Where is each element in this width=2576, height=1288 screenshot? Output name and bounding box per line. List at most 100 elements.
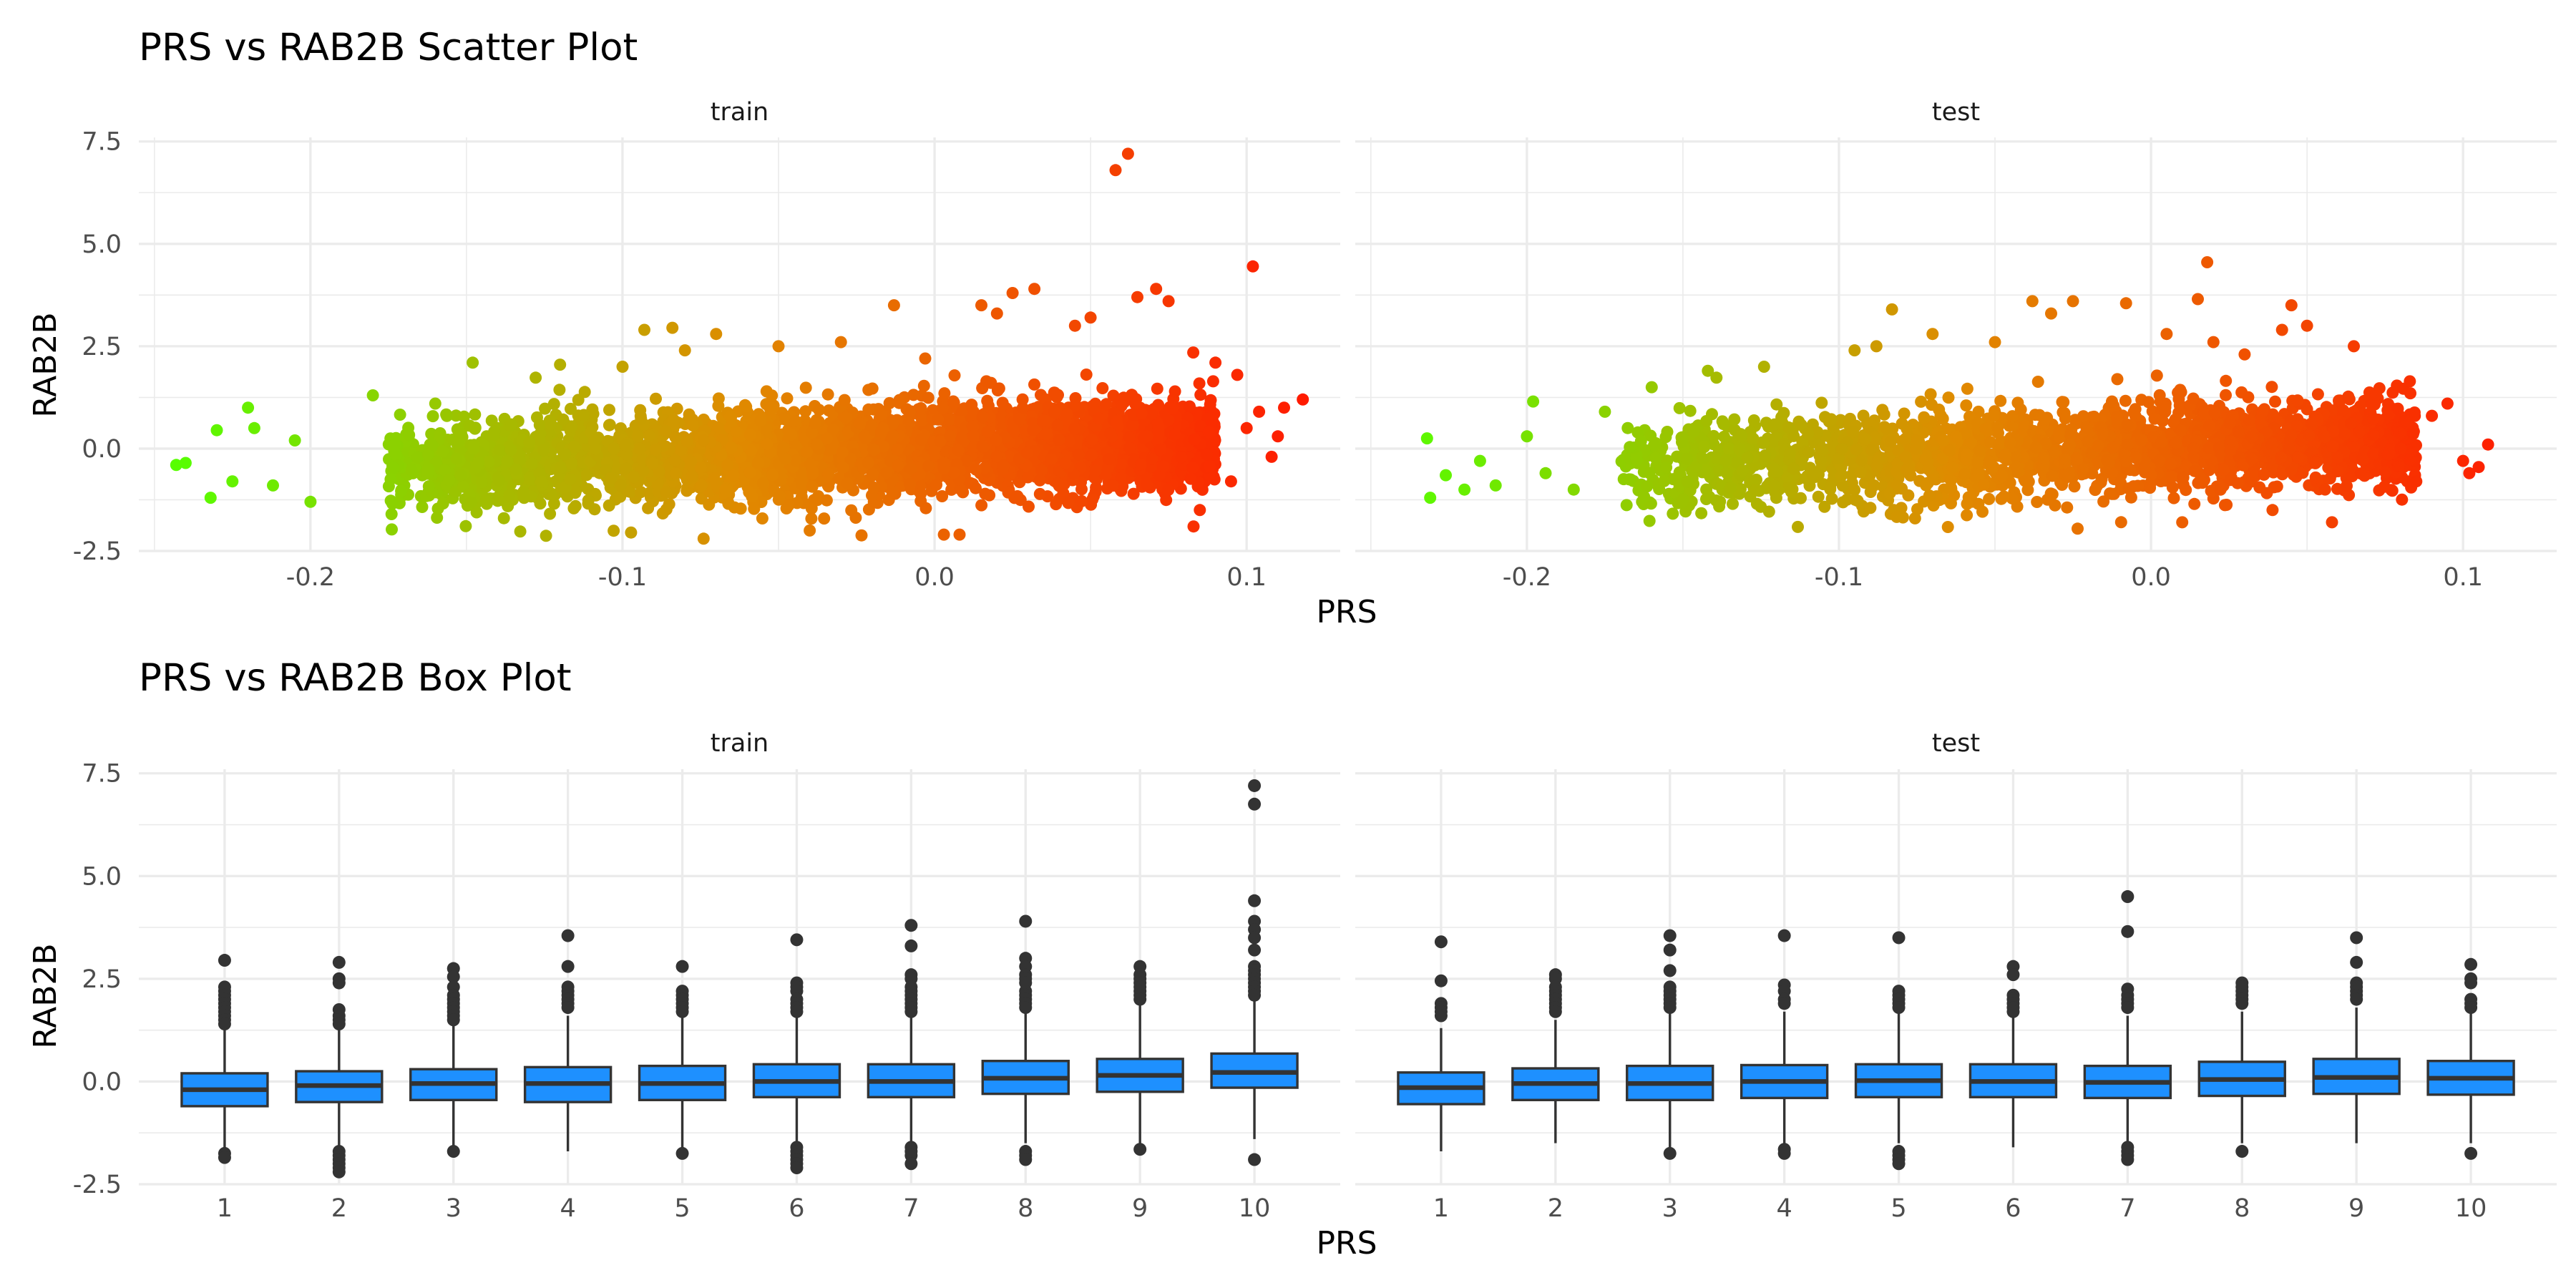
scatter-point [2150,369,2163,382]
scatter-point [1209,356,1222,369]
scatter-point [796,469,809,481]
scatter-point [772,340,785,353]
scatter-point [904,478,917,490]
scatter-point [785,429,798,441]
scatter-point [1154,444,1166,457]
scatter-point [1815,396,1828,409]
scatter-point [1104,427,1116,440]
scatter-point [386,523,398,536]
scatter-point [1103,453,1116,466]
scatter-point [789,414,802,427]
scatter-title: PRS vs RAB2B Scatter Plot [139,26,638,69]
scatter-point [855,529,868,542]
scatter-point [914,402,927,414]
scatter-point [559,448,572,461]
scatter-point [1150,283,1163,296]
scatter-point [544,507,557,520]
scatter-point [922,391,935,404]
scatter-point [712,392,725,405]
scatter-point [1075,494,1088,507]
scatter-point [1057,487,1070,499]
scatter-point [2220,374,2233,387]
scatter-point [697,434,710,447]
scatter-point [970,463,982,476]
scatter-point [981,394,994,407]
scatter-point [748,502,761,515]
scatter-point [743,466,756,479]
scatter-point [774,489,786,502]
scatter-point [539,402,552,415]
scatter-point [1272,430,1284,443]
scatter-point [385,508,398,520]
scatter-point [686,470,698,483]
scatter-point [1045,453,1058,465]
scatter-point [867,481,880,494]
scatter-point [1700,483,1713,496]
scatter-point [1020,447,1033,459]
scatter-point [887,429,899,442]
scatter-point [431,512,444,524]
scatter-point [708,472,721,485]
scatter-point [1169,428,1181,441]
scatter-point [557,413,570,426]
scatter-point [455,427,467,440]
scatter-point [806,467,819,480]
scatter-point [1080,369,1093,381]
scatter-point [782,499,795,512]
scatter-point [801,446,814,459]
scatter-point [2242,391,2255,404]
scatter-point [919,502,932,514]
scatter-point [467,356,479,369]
scatter-point [719,483,732,496]
scatter-point [1127,487,1140,500]
scatter-point [669,431,682,444]
scatter-point [1184,472,1197,485]
scatter-point [643,429,655,442]
scatter-point [522,473,535,486]
scatter-point [1085,449,1098,462]
scatter-point [608,442,620,455]
scatter-point [1084,311,1097,324]
scatter-point [722,497,735,510]
scatter-point [1016,401,1029,414]
scatter-point [862,457,874,469]
scatter-x-axis-label: PRS [1316,594,1377,630]
scatter-point [568,441,580,453]
scatter-point [947,396,960,409]
scatter-point [504,444,517,457]
scatter-point [1145,408,1158,421]
scatter-point [952,444,965,457]
scatter-point [1908,512,1921,525]
scatter-point [565,420,578,433]
scatter-point [967,441,980,453]
scatter-point [724,410,737,423]
scatter-point [936,490,949,502]
scatter-point [1162,295,1175,308]
scatter-point [2166,481,2179,494]
scatter-point [1278,401,1290,414]
scatter-point [1126,419,1138,431]
scatter-point [625,526,638,539]
scatter-point [649,443,662,456]
scatter-point [1048,406,1061,419]
scatter-point [944,429,957,442]
scatter-point [975,299,987,312]
scatter-point [865,419,877,432]
scatter-point [756,477,769,489]
scatter-point [2188,497,2201,510]
scatter-point [1206,375,1219,388]
scatter-point [1193,377,1206,390]
scatter-point [619,439,632,452]
scatter-point [826,442,839,455]
scatter-point [1265,450,1278,463]
scatter-point [1010,491,1023,503]
scatter-point [836,461,849,474]
scatter-point [643,487,656,499]
scatter-point [1121,147,1134,160]
scatter-point [862,403,875,416]
scatter-point [1040,428,1053,441]
y-tick-label: 5.0 [82,230,122,259]
y-tick-label: 7.5 [82,128,122,157]
scatter-point [505,418,518,431]
scatter-point [2396,493,2409,506]
